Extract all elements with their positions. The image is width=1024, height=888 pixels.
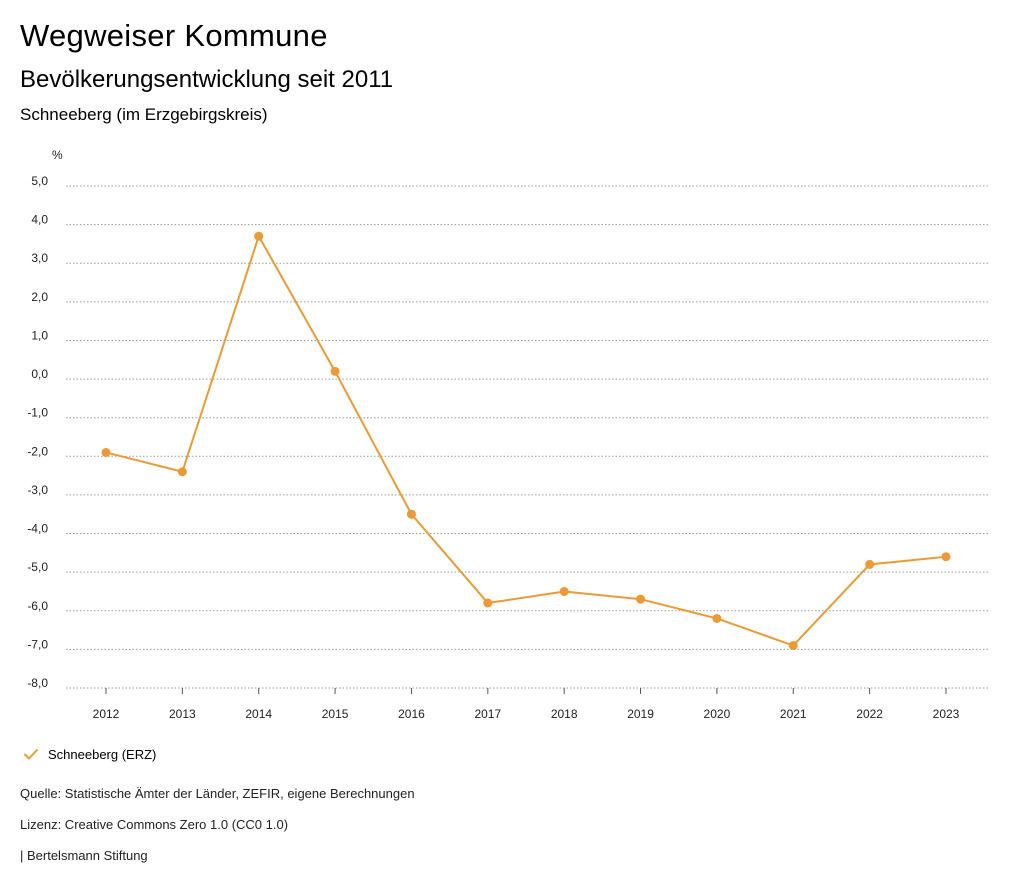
y-tick-label: 3,0 bbox=[31, 251, 48, 265]
x-tick-label: 2012 bbox=[93, 707, 120, 721]
gridlines bbox=[66, 185, 990, 689]
data-point bbox=[101, 447, 111, 457]
y-tick-label: 5,0 bbox=[31, 174, 48, 188]
x-tick-label: 2022 bbox=[856, 707, 883, 721]
x-tick-label: 2021 bbox=[780, 707, 807, 721]
y-tick-label: -4,0 bbox=[27, 522, 48, 536]
chart-subtitle: Bevölkerungsentwicklung seit 2011 bbox=[20, 66, 394, 93]
data-point bbox=[865, 559, 875, 569]
x-tick-label: 2014 bbox=[245, 707, 272, 721]
y-tick-label: -1,0 bbox=[27, 406, 48, 420]
y-axis: 5,0 4,0 3,0 2,0 1,0 0,0 -1,0 -2,0 -3,0 -4,0 -5,0 -6… bbox=[27, 174, 48, 690]
data-point bbox=[788, 641, 798, 651]
data-point bbox=[406, 509, 416, 519]
y-tick-label: -7,0 bbox=[27, 637, 48, 651]
x-tick-label: 2023 bbox=[933, 707, 960, 721]
x-tick-label: 2018 bbox=[551, 707, 578, 721]
y-tick-label: -3,0 bbox=[27, 483, 48, 497]
data-point bbox=[636, 594, 646, 604]
y-axis-unit-label: % bbox=[52, 148, 63, 162]
x-tick-label: 2019 bbox=[627, 707, 654, 721]
source-note: Quelle: Statistische Ämter der Länder, Z… bbox=[20, 786, 415, 801]
data-point bbox=[330, 366, 340, 376]
license-note: Lizenz: Creative Commons Zero 1.0 (CC0 1… bbox=[20, 817, 289, 832]
data-point bbox=[712, 613, 722, 623]
x-tick-label: 2017 bbox=[474, 707, 501, 721]
y-tick-label: 4,0 bbox=[31, 213, 48, 227]
y-tick-label: 2,0 bbox=[31, 290, 48, 304]
x-tick-label: 2016 bbox=[398, 707, 425, 721]
page-title: Wegweiser Kommune bbox=[20, 18, 328, 53]
y-tick-label: -8,0 bbox=[27, 676, 48, 690]
publisher-note: | Bertelsmann Stiftung bbox=[20, 848, 148, 863]
y-tick-label: -6,0 bbox=[27, 599, 48, 613]
data-point bbox=[254, 231, 264, 241]
x-tick-label: 2020 bbox=[704, 707, 731, 721]
y-tick-label: -2,0 bbox=[27, 444, 48, 458]
data-point bbox=[559, 586, 569, 596]
data-point bbox=[483, 598, 493, 608]
line-chart: % 5,0 4,0 3,0 2,0 1,0 0,0 -1,0 -2,0 -3,0 -4,0 -5,0… bbox=[27, 148, 990, 721]
legend-label: Schneeberg (ERZ) bbox=[48, 746, 157, 762]
series-line bbox=[105, 235, 947, 647]
region-label: Schneeberg (im Erzgebirgskreis) bbox=[20, 105, 268, 124]
x-tick-label: 2015 bbox=[322, 707, 349, 721]
x-tick-label: 2013 bbox=[169, 707, 196, 721]
y-tick-label: -5,0 bbox=[27, 560, 48, 574]
x-axis: 2012 2013 2014 2015 2016 2017 2018 2019 2020 2021… bbox=[93, 688, 960, 721]
data-point bbox=[177, 467, 187, 477]
y-tick-label: 1,0 bbox=[31, 328, 48, 342]
y-tick-label: 0,0 bbox=[31, 367, 48, 381]
series-group bbox=[101, 231, 951, 651]
data-point bbox=[941, 552, 951, 562]
check-icon bbox=[24, 749, 38, 760]
legend-item[interactable]: Schneeberg (ERZ) bbox=[22, 745, 156, 763]
